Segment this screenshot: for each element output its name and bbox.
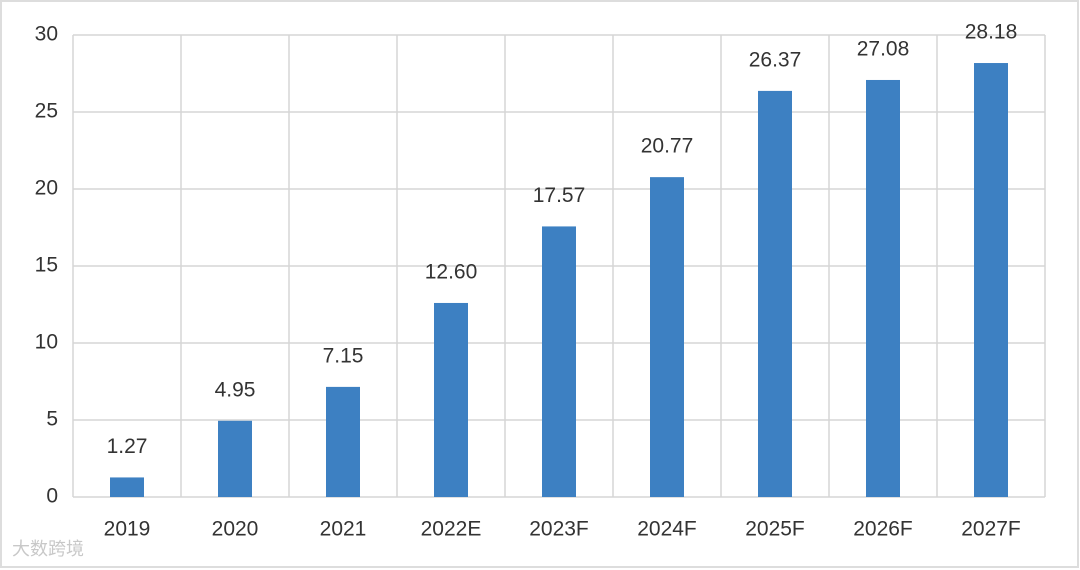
y-tick-label: 0 [46, 485, 58, 508]
x-tick-label: 2021 [320, 518, 367, 541]
value-label: 1.27 [107, 435, 148, 458]
x-tick-label: 2025F [745, 518, 805, 541]
y-tick-label: 15 [35, 254, 58, 277]
value-label: 28.18 [965, 21, 1018, 44]
bar [974, 63, 1008, 497]
bar [434, 302, 468, 497]
value-label: 7.15 [323, 344, 364, 367]
x-tick-label: 2024F [637, 518, 697, 541]
value-label: 4.95 [215, 378, 256, 401]
x-tick-label: 2026F [853, 518, 913, 541]
value-label: 12.60 [425, 261, 478, 284]
bar [326, 386, 360, 497]
y-tick-label: 10 [35, 331, 58, 354]
bar [218, 420, 252, 497]
x-tick-label: 2020 [212, 518, 259, 541]
x-tick-label: 2023F [529, 518, 589, 541]
value-label: 26.37 [749, 48, 802, 71]
bar [650, 177, 684, 497]
y-tick-label: 30 [35, 23, 58, 46]
value-label: 27.08 [857, 38, 910, 61]
bar [758, 90, 792, 497]
value-label: 20.77 [641, 135, 694, 158]
x-tick-label: 2022E [421, 518, 482, 541]
y-tick-label: 20 [35, 177, 58, 200]
x-tick-label: 2027F [961, 518, 1021, 541]
bar [542, 226, 576, 497]
bar [110, 477, 144, 497]
y-tick-label: 5 [46, 408, 58, 431]
x-tick-label: 2019 [104, 518, 151, 541]
y-tick-label: 25 [35, 100, 58, 123]
value-label: 17.57 [533, 184, 586, 207]
bar [866, 79, 900, 497]
watermark: 大数跨境 [12, 539, 84, 559]
